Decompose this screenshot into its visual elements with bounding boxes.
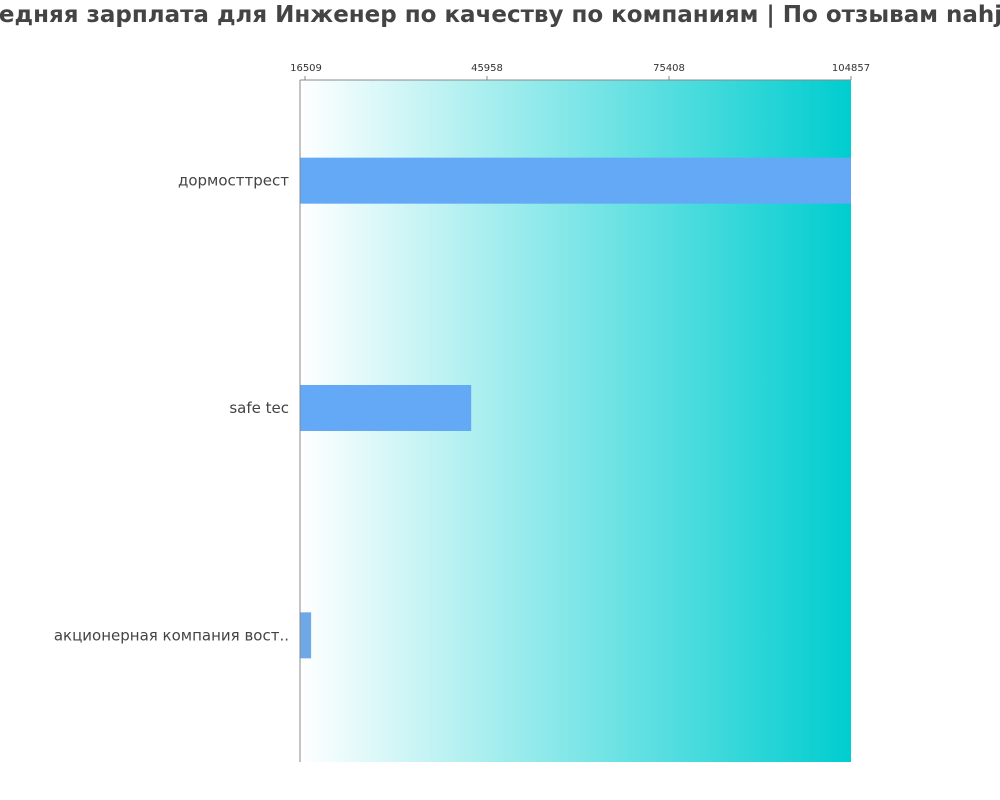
bar xyxy=(300,612,312,659)
bar xyxy=(300,385,472,431)
title-area: Средняя зарплата для Инженер по качеству… xyxy=(0,0,1000,34)
category-label: дормосттрест xyxy=(178,172,289,190)
category-label: акционерная компания вост.. xyxy=(54,626,289,644)
x-tick-label: 104857 xyxy=(832,63,870,74)
bar xyxy=(300,157,851,204)
x-tick-label: 75408 xyxy=(653,63,685,74)
category-label: safe tec xyxy=(229,399,289,417)
x-tick-label: 45958 xyxy=(471,63,503,74)
bars-group xyxy=(300,157,851,659)
chart-title: Средняя зарплата для Инженер по качеству… xyxy=(0,2,1000,28)
x-tick-label: 16509 xyxy=(290,63,322,74)
x-axis-ticks: 16509 45958 75408 104857 xyxy=(290,63,870,80)
category-labels: дормосттрест safe tec акционерная компания… xyxy=(54,172,289,645)
